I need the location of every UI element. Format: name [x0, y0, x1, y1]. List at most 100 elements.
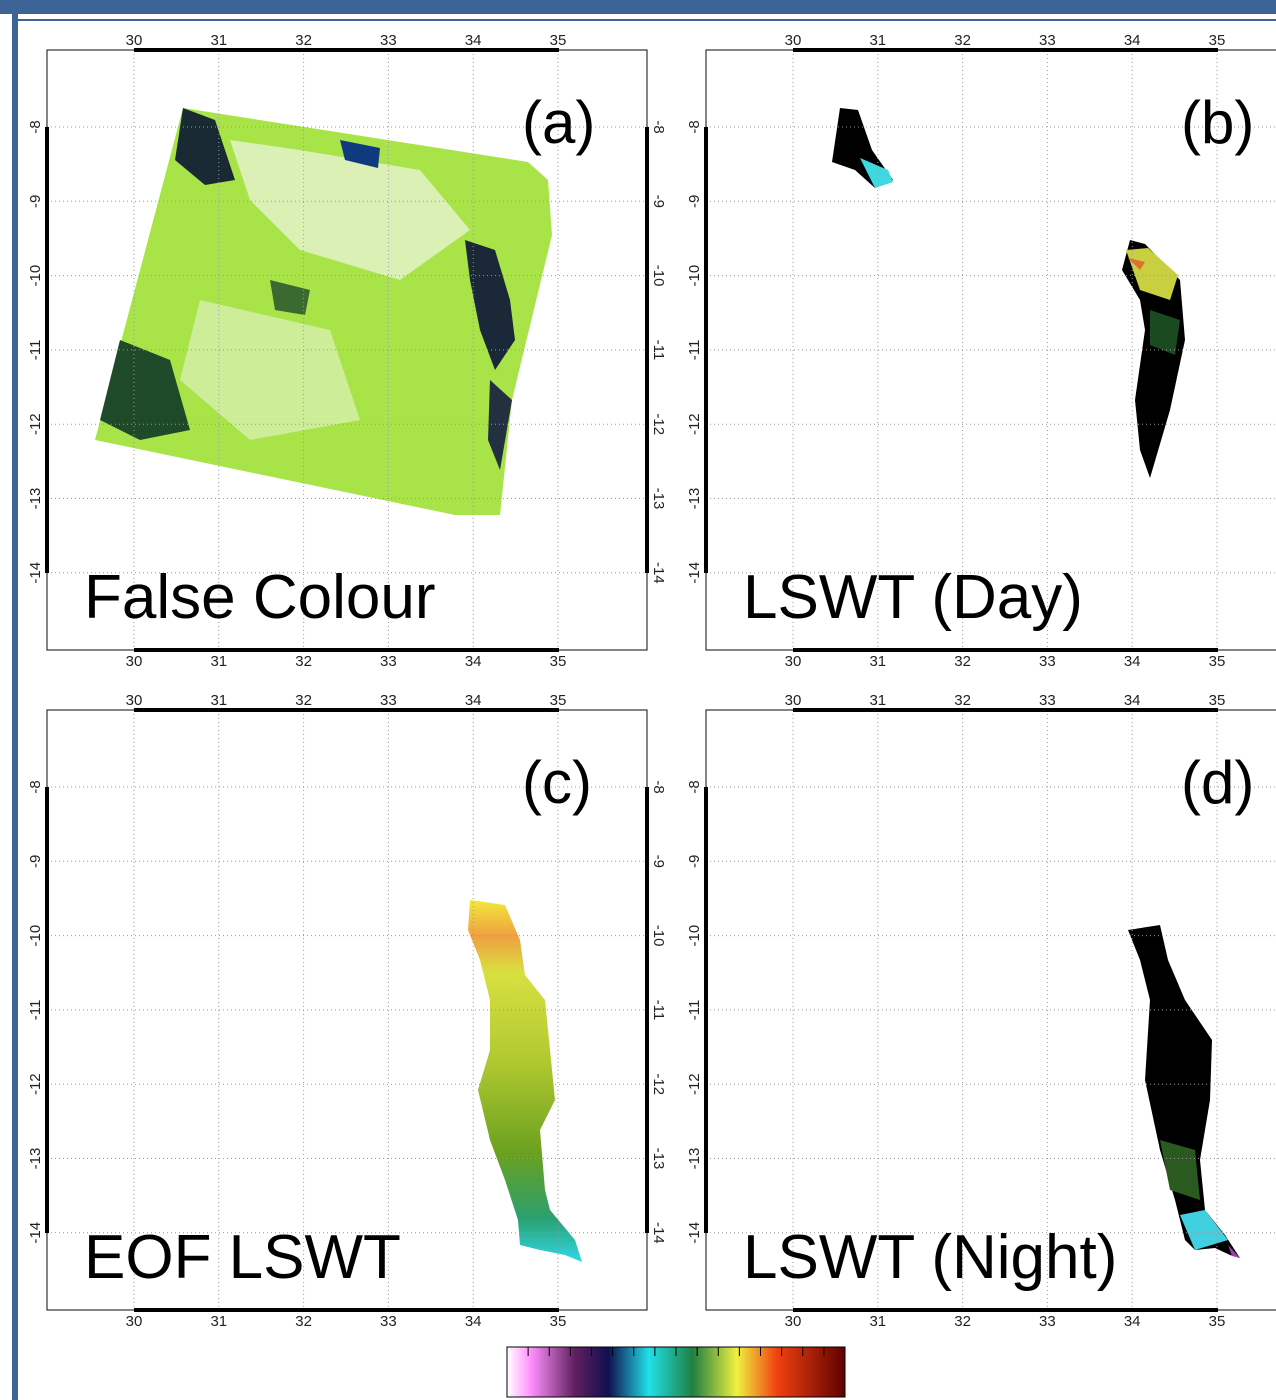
x-tick-label: 30: [126, 692, 143, 709]
x-tick-label: 32: [295, 692, 312, 709]
panel-letter: (a): [522, 89, 595, 156]
y-tick-label: -9: [650, 195, 667, 208]
x-tick-label: 32: [954, 692, 971, 709]
x-tick-label: 32: [954, 653, 971, 670]
y-tick-label: -13: [686, 488, 703, 510]
x-tick-label: 30: [126, 32, 143, 49]
y-tick-label: -14: [27, 1222, 44, 1244]
x-tick-label: 31: [869, 692, 886, 709]
y-tick-label: -12: [686, 413, 703, 435]
x-tick-label: 35: [1209, 1313, 1226, 1330]
false-colour-image: [95, 108, 552, 515]
y-tick-label: -8: [686, 120, 703, 133]
x-tick-label: 32: [954, 1313, 971, 1330]
y-tick-label: -12: [27, 1073, 44, 1095]
colorbar-ticks: [527, 1347, 825, 1356]
x-tick-label: 35: [550, 692, 567, 709]
x-tick-label: 32: [295, 653, 312, 670]
y-tick-label: -8: [650, 120, 667, 133]
y-tick-label: -8: [27, 120, 44, 133]
y-tick-label: -14: [650, 562, 667, 584]
x-tick-label: 35: [550, 1313, 567, 1330]
lswt-day-image: [832, 108, 1185, 478]
x-tick-label: 32: [295, 1313, 312, 1330]
x-tick-label: 31: [210, 1313, 227, 1330]
y-tick-label: -11: [686, 1000, 703, 1021]
y-tick-label: -14: [650, 1222, 667, 1244]
y-tick-label: -12: [650, 413, 667, 435]
x-tick-label: 34: [465, 692, 482, 709]
lswt-night-image: [1128, 925, 1240, 1258]
y-tick-label: -9: [686, 195, 703, 208]
x-tick-label: 33: [1039, 692, 1056, 709]
x-tick-label: 34: [465, 1313, 482, 1330]
y-tick-label: -9: [27, 195, 44, 208]
y-tick-label: -13: [27, 1148, 44, 1170]
y-tick-label: -12: [27, 413, 44, 435]
x-tick-label: 34: [1124, 32, 1141, 49]
x-tick-label: 31: [210, 692, 227, 709]
x-tick-label: 30: [785, 1313, 802, 1330]
x-tick-label: 31: [869, 1313, 886, 1330]
x-tick-label: 34: [465, 32, 482, 49]
x-tick-label: 34: [1124, 653, 1141, 670]
map-panel: 303031313232333334343535-8-8-9-9-10-10-1…: [27, 692, 667, 1330]
y-tick-label: -11: [686, 340, 703, 361]
x-tick-label: 31: [869, 653, 886, 670]
y-tick-label: -9: [686, 855, 703, 868]
panel-letter: (b): [1181, 89, 1254, 156]
x-tick-label: 31: [210, 32, 227, 49]
x-tick-label: 33: [380, 692, 397, 709]
y-tick-label: -12: [650, 1073, 667, 1095]
y-tick-label: -8: [27, 780, 44, 793]
y-tick-label: -8: [686, 780, 703, 793]
y-tick-label: -13: [27, 488, 44, 510]
panel-letter: (d): [1181, 749, 1254, 816]
y-tick-label: -11: [27, 340, 44, 361]
y-tick-label: -10: [27, 925, 44, 947]
y-tick-label: -10: [650, 925, 667, 947]
x-tick-label: 30: [126, 653, 143, 670]
x-tick-label: 33: [380, 32, 397, 49]
y-tick-label: -10: [27, 265, 44, 287]
y-tick-label: -14: [686, 1222, 703, 1244]
x-tick-label: 33: [1039, 1313, 1056, 1330]
panel-label: LSWT (Night): [743, 1223, 1117, 1292]
map-panel: 303031313232333334343535-8-8-9-9-10-10-1…: [686, 692, 1276, 1330]
y-tick-label: -12: [686, 1073, 703, 1095]
x-tick-label: 35: [1209, 32, 1226, 49]
x-tick-label: 33: [380, 1313, 397, 1330]
x-tick-label: 32: [954, 32, 971, 49]
y-tick-label: -11: [650, 1000, 667, 1021]
y-tick-label: -13: [650, 1148, 667, 1170]
eof-lswt-image: [468, 900, 582, 1262]
y-tick-label: -13: [686, 1148, 703, 1170]
y-tick-label: -10: [650, 265, 667, 287]
x-tick-label: 35: [1209, 653, 1226, 670]
y-tick-label: -8: [650, 780, 667, 793]
map-panel: 303031313232333334343535-8-8-9-9-10-10-1…: [686, 32, 1276, 670]
y-tick-label: -11: [650, 340, 667, 361]
y-tick-label: -14: [27, 562, 44, 584]
x-tick-label: 31: [210, 653, 227, 670]
x-tick-label: 34: [465, 653, 482, 670]
x-tick-label: 30: [126, 1313, 143, 1330]
x-tick-label: 30: [785, 653, 802, 670]
x-tick-label: 34: [1124, 1313, 1141, 1330]
x-tick-label: 31: [869, 32, 886, 49]
panel-label: EOF LSWT: [84, 1223, 401, 1292]
y-tick-label: -10: [686, 925, 703, 947]
x-tick-label: 35: [550, 32, 567, 49]
panel-label: LSWT (Day): [743, 563, 1083, 632]
x-tick-label: 33: [1039, 32, 1056, 49]
map-panel: 30 30 31 31 32 32 33 33 34 34 35 35 -8 -8 -9 -9 -10 -10 -1…: [27, 32, 667, 670]
x-tick-label: 33: [1039, 653, 1056, 670]
x-tick-label: 32: [295, 32, 312, 49]
x-tick-label: 35: [1209, 692, 1226, 709]
x-tick-label: 33: [380, 653, 397, 670]
left-bar: [12, 14, 18, 1400]
y-tick-label: -9: [650, 855, 667, 868]
x-tick-label: 35: [550, 653, 567, 670]
x-tick-label: 30: [785, 692, 802, 709]
